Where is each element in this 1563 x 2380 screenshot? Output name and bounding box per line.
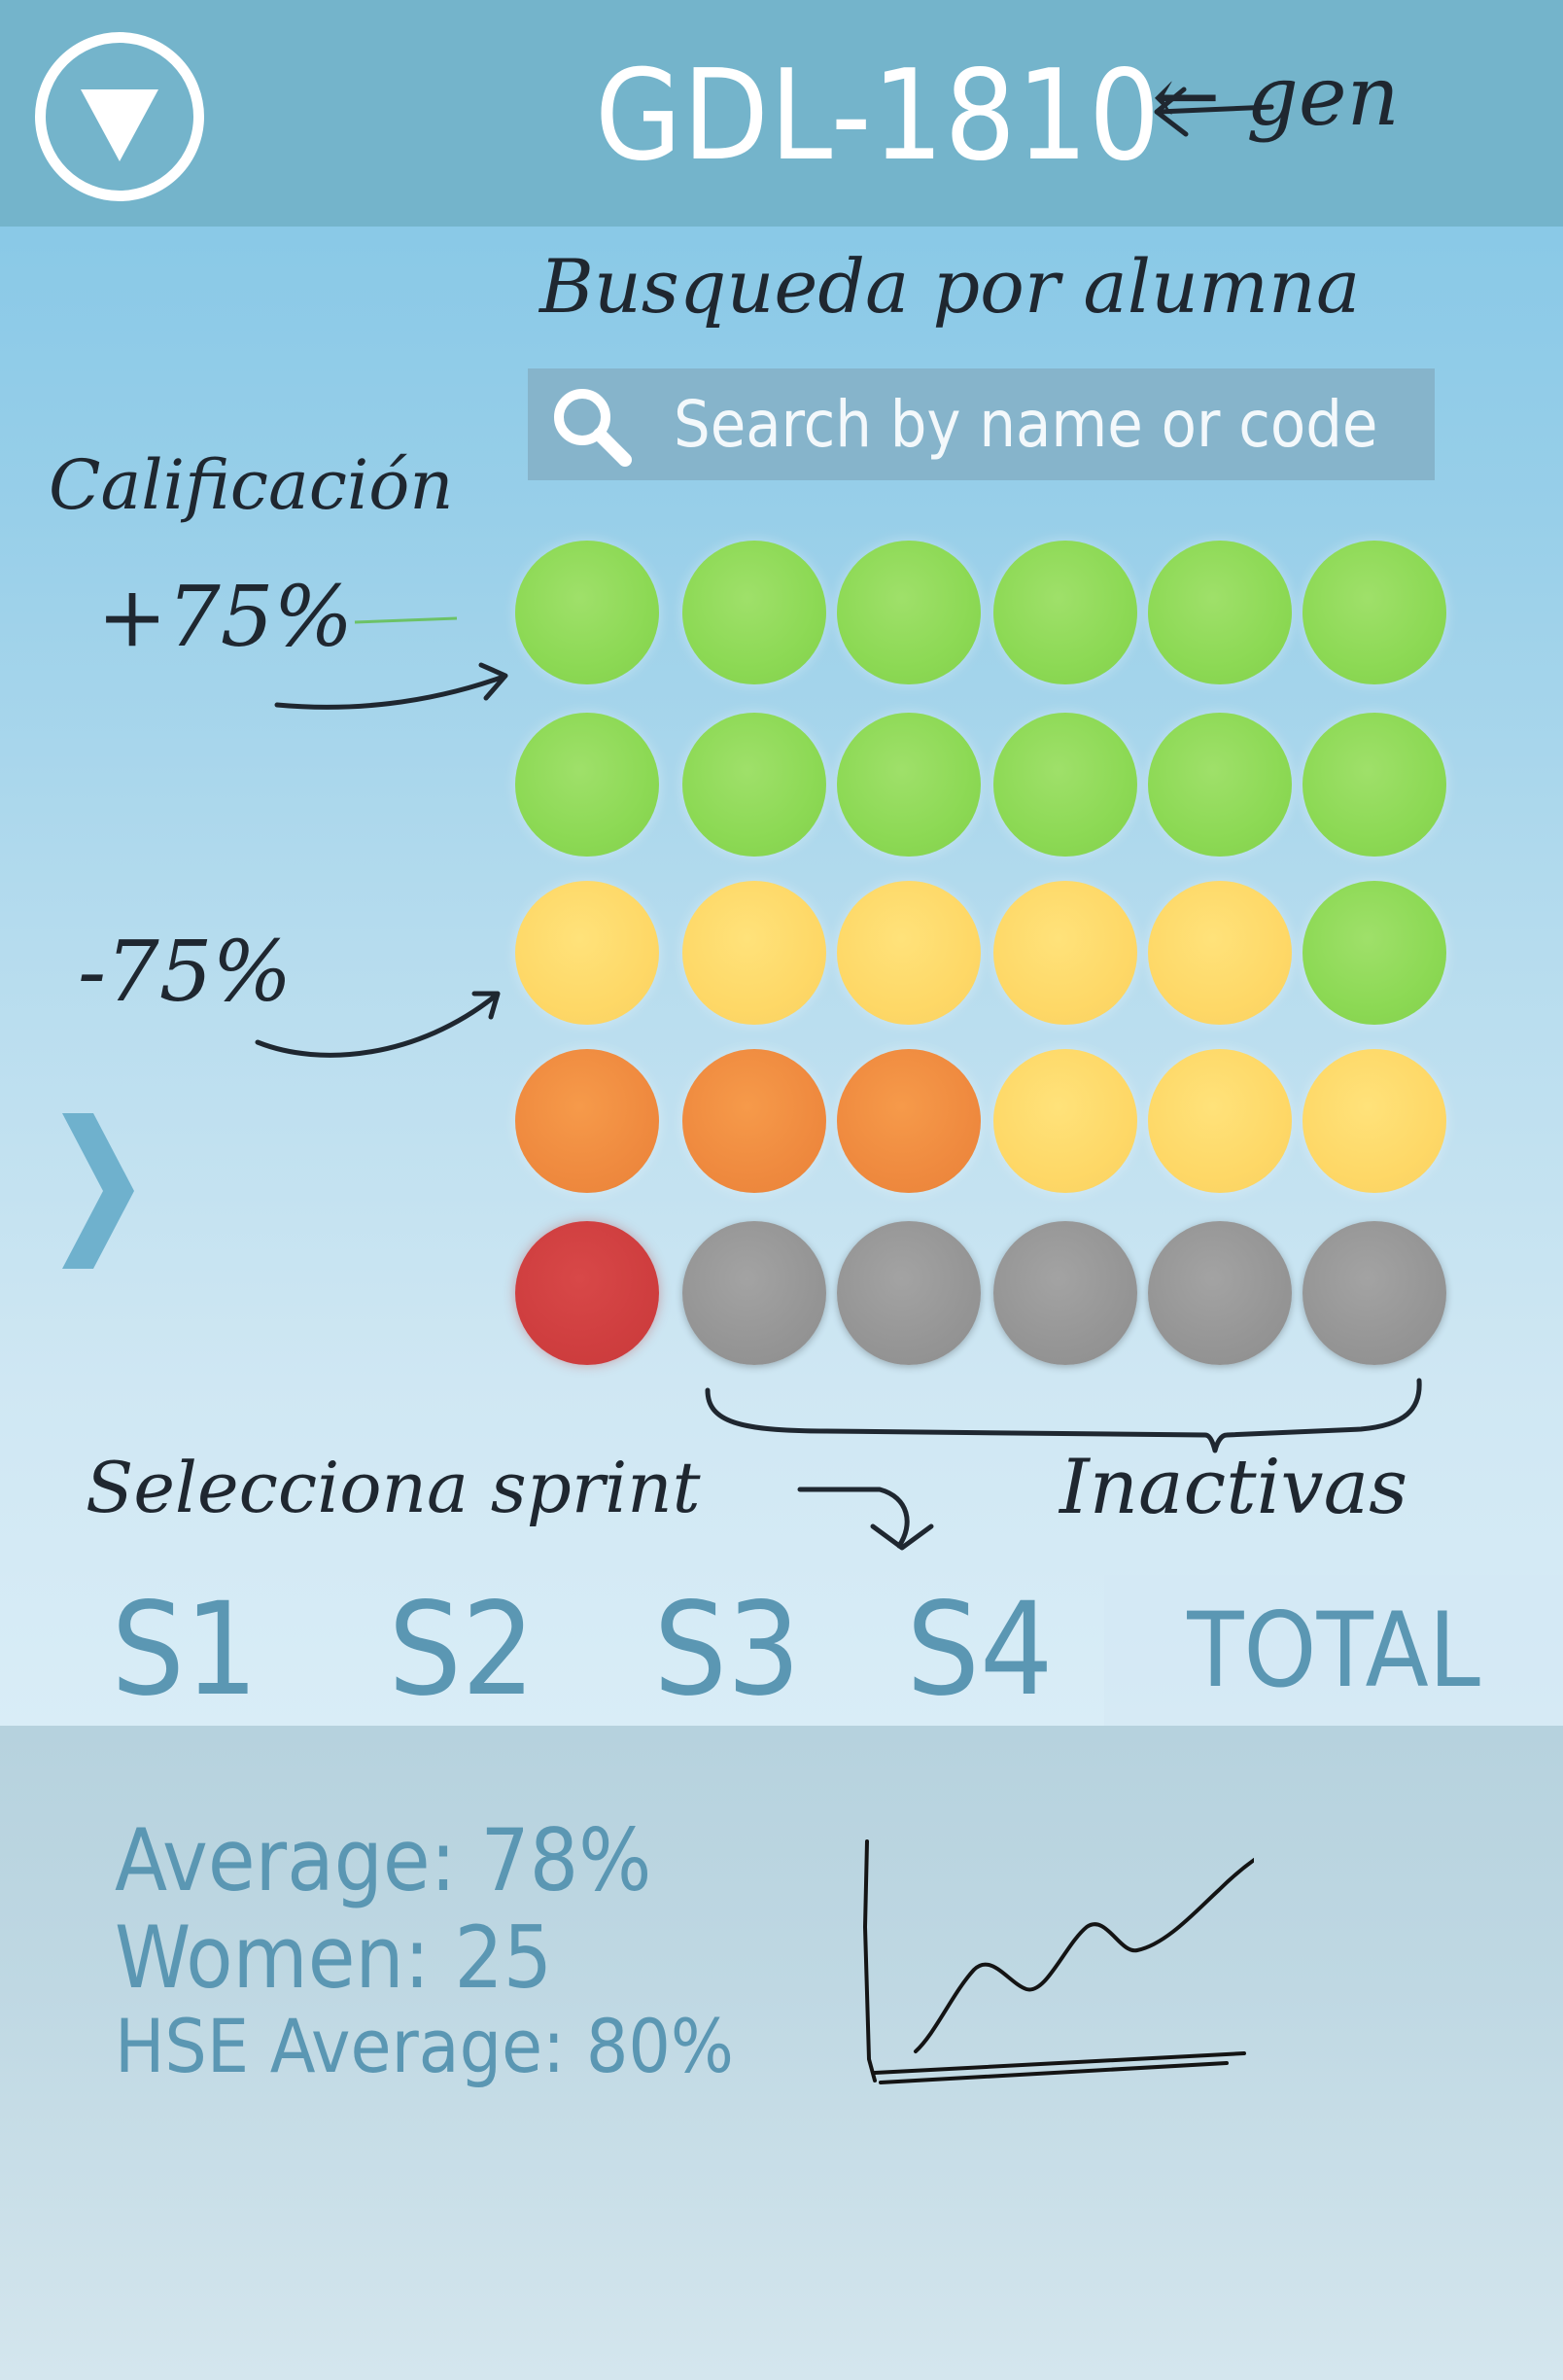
search-input[interactable]: Search by name or code (528, 368, 1435, 480)
student-dot-orange[interactable] (682, 1049, 826, 1193)
search-annotation: Busqueda por alumna (539, 243, 1361, 330)
title-annotation: ← gen (1152, 49, 1400, 144)
main-panel (0, 0, 1563, 1726)
student-dot-grey[interactable] (993, 1221, 1137, 1365)
student-dot-green[interactable] (515, 541, 659, 684)
chevron-right-icon[interactable] (56, 1113, 140, 1269)
student-dot-green[interactable] (993, 713, 1137, 857)
student-dot-yellow[interactable] (1148, 881, 1292, 1025)
trend-sketch (863, 1839, 1254, 2084)
search-icon (554, 389, 632, 467)
student-dot-green[interactable] (1302, 881, 1446, 1025)
stats-panel (0, 1726, 1563, 2380)
hse-average-stat: HSE Average: 80% (115, 2003, 734, 2089)
student-dot-grey[interactable] (1148, 1221, 1292, 1365)
student-dot-yellow[interactable] (837, 881, 981, 1025)
above-annotation: +75% (97, 569, 354, 666)
student-dot-yellow[interactable] (993, 881, 1137, 1025)
women-stat: Women: 25 (115, 1908, 553, 2008)
annotation-strokes (255, 87, 1422, 1551)
student-dot-green[interactable] (1302, 713, 1446, 857)
student-dot-yellow[interactable] (1148, 1049, 1292, 1193)
student-dot-yellow[interactable] (1302, 1049, 1446, 1193)
student-dot-green[interactable] (682, 541, 826, 684)
student-dot-yellow[interactable] (993, 1049, 1137, 1193)
sprint-s3[interactable]: S3 (653, 1575, 801, 1725)
student-dot-orange[interactable] (515, 1049, 659, 1193)
student-dot-grey[interactable] (1302, 1221, 1446, 1365)
grade-annotation: Calificación (49, 445, 454, 525)
sprint-total[interactable]: TOTAL (1104, 1575, 1563, 1726)
sprint-s4[interactable]: S4 (906, 1575, 1054, 1725)
student-dot-yellow[interactable] (682, 881, 826, 1025)
triangle-down-icon (81, 89, 158, 161)
sprint-s2[interactable]: S2 (388, 1575, 536, 1725)
student-dot-orange[interactable] (837, 1049, 981, 1193)
student-dot-grey[interactable] (837, 1221, 981, 1365)
sprint-s1[interactable]: S1 (111, 1575, 259, 1725)
search-placeholder: Search by name or code (674, 387, 1378, 462)
student-dot-green[interactable] (515, 713, 659, 857)
student-dot-green[interactable] (1148, 713, 1292, 857)
inactive-annotation: Inactivas (1059, 1444, 1408, 1531)
page-title: GDL-1810 (595, 44, 1162, 189)
student-dot-red[interactable] (515, 1221, 659, 1365)
student-dot-green[interactable] (993, 541, 1137, 684)
student-dot-grey[interactable] (682, 1221, 826, 1365)
student-dot-green[interactable] (837, 713, 981, 857)
select-sprint-annotation: Selecciona sprint (86, 1447, 701, 1528)
student-dot-green[interactable] (1148, 541, 1292, 684)
student-dot-green[interactable] (1302, 541, 1446, 684)
student-dot-green[interactable] (837, 541, 981, 684)
average-stat: Average: 78% (115, 1810, 652, 1910)
student-dot-green[interactable] (682, 713, 826, 857)
menu-button[interactable] (35, 32, 204, 201)
below-annotation: -75% (78, 924, 293, 1021)
student-dot-yellow[interactable] (515, 881, 659, 1025)
header-bar: GDL-1810 (0, 0, 1563, 227)
